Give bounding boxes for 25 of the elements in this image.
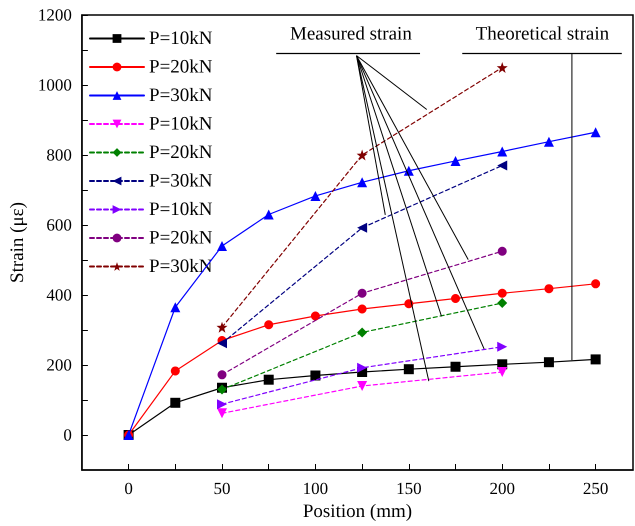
y-tick-label: 0	[63, 426, 72, 444]
legend-label: P=30kN	[149, 85, 213, 106]
x-tick-label: 50	[214, 479, 231, 498]
y-tick-label: 200	[46, 356, 72, 374]
legend-label: P=10kN	[149, 28, 213, 49]
legend-label: P=30kN	[149, 170, 213, 192]
y-tick-label: 400	[46, 286, 72, 304]
annotation: Measured strain	[290, 24, 412, 44]
legend-label: P=10kN	[149, 114, 213, 134]
y-axis-title: Strain (με)	[7, 202, 28, 283]
x-axis-title: Position (mm)	[302, 501, 412, 522]
y-tick-label: 1000	[38, 76, 72, 94]
legend-label: P=10kN	[149, 199, 213, 220]
y-tick-label: 600	[46, 216, 72, 234]
legend-label: P=20kN	[149, 142, 213, 163]
x-tick-label: 200	[489, 479, 515, 498]
x-tick-label: 0	[124, 479, 133, 498]
annotation: Theoretical strain	[476, 24, 610, 44]
legend-label: P=20kN	[149, 228, 213, 248]
x-tick-label: 250	[582, 479, 608, 498]
y-tick-label: 1200	[38, 6, 72, 24]
x-tick-label: 150	[396, 479, 422, 498]
legend-label: P=20kN	[149, 56, 213, 78]
x-tick-label: 100	[302, 479, 328, 498]
y-tick-label: 800	[46, 146, 72, 164]
